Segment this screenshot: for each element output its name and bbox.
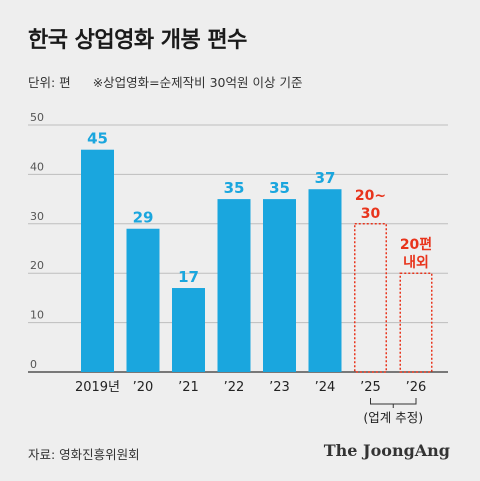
- category-label-3: ’22: [224, 380, 245, 395]
- y-tick-label: 0: [30, 358, 37, 371]
- value-label-1: 29: [133, 209, 154, 227]
- bar-7: [399, 272, 433, 373]
- category-label-5: ’24: [315, 380, 336, 395]
- y-tick-label: 20: [30, 259, 44, 272]
- value-label-2: 17: [178, 268, 199, 286]
- bar-5: [308, 189, 342, 372]
- value-label-5: 37: [315, 169, 336, 187]
- value-label-4: 35: [269, 179, 290, 197]
- category-label-7: ’26: [406, 380, 427, 395]
- chart-subtitle: 단위: 편 ※상업영화=순제작비 30억원 이상 기준: [28, 72, 302, 91]
- estimate-label: (업계 추정): [363, 410, 423, 425]
- chart-title: 한국 상업영화 개봉 편수: [28, 28, 247, 53]
- estimate-bracket: [370, 398, 417, 405]
- y-tick-label: 50: [30, 111, 44, 124]
- source-label: 자료: 영화진흥위원회: [28, 447, 140, 462]
- category-label-0: 2019년: [75, 380, 120, 395]
- bar-2: [172, 288, 205, 372]
- bar-0: [81, 149, 114, 372]
- category-label-4: ’23: [269, 380, 290, 395]
- criteria-note: ※상업영화=순제작비 30억원 이상 기준: [92, 75, 303, 90]
- category-label-1: ’20: [133, 380, 154, 395]
- unit-label: 단위: 편: [28, 75, 71, 90]
- bar-4: [263, 199, 296, 372]
- y-tick-label: 30: [30, 210, 44, 223]
- y-tick-label: 10: [30, 309, 44, 322]
- value-label-6: 20~ 30: [355, 188, 386, 222]
- category-label-2: ’21: [178, 380, 199, 395]
- brand-logo: The JoongAng: [323, 441, 450, 460]
- value-label-0: 45: [87, 130, 108, 148]
- y-tick-label: 40: [30, 160, 44, 173]
- value-label-7: 20편 내외: [400, 236, 432, 271]
- bar-1: [126, 228, 160, 372]
- bar-3: [217, 199, 251, 372]
- category-label-6: ’25: [360, 380, 381, 395]
- value-label-3: 35: [224, 179, 245, 197]
- bar-6: [354, 223, 387, 373]
